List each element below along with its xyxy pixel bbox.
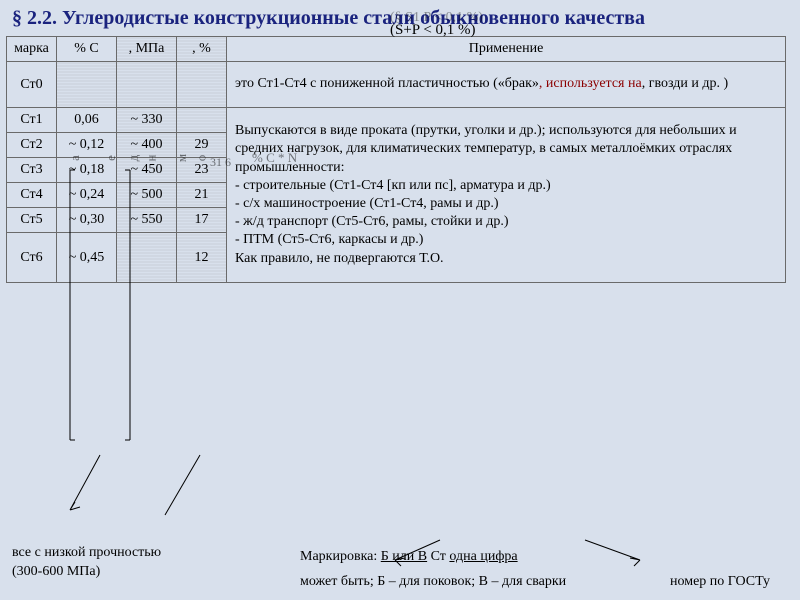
fr1a: Маркировка:	[300, 549, 381, 564]
fr1c: Ст	[427, 549, 449, 564]
bracket-overlay	[0, 0, 800, 600]
footer-left-1: все с низкой прочностью	[12, 545, 161, 560]
fr2: может быть; Б – для поковок; В – для сва…	[300, 572, 566, 592]
fr3: номер по ГОСТу	[670, 572, 770, 592]
footer-left: все с низкой прочностью (300-600 МПа)	[12, 543, 252, 582]
footer: все с низкой прочностью (300-600 МПа) Ма…	[0, 580, 800, 600]
footer-right: Маркировка: Б или В Ст одна цифра может …	[300, 547, 780, 592]
fr1b: Б или В	[381, 549, 427, 564]
footer-left-2: (300-600 МПа)	[12, 564, 100, 579]
fr1d: одна цифра	[449, 549, 517, 564]
footer-right-line1: Маркировка: Б или В Ст одна цифра	[300, 547, 780, 567]
footer-right-line2: может быть; Б – для поковок; В – для сва…	[300, 572, 770, 592]
